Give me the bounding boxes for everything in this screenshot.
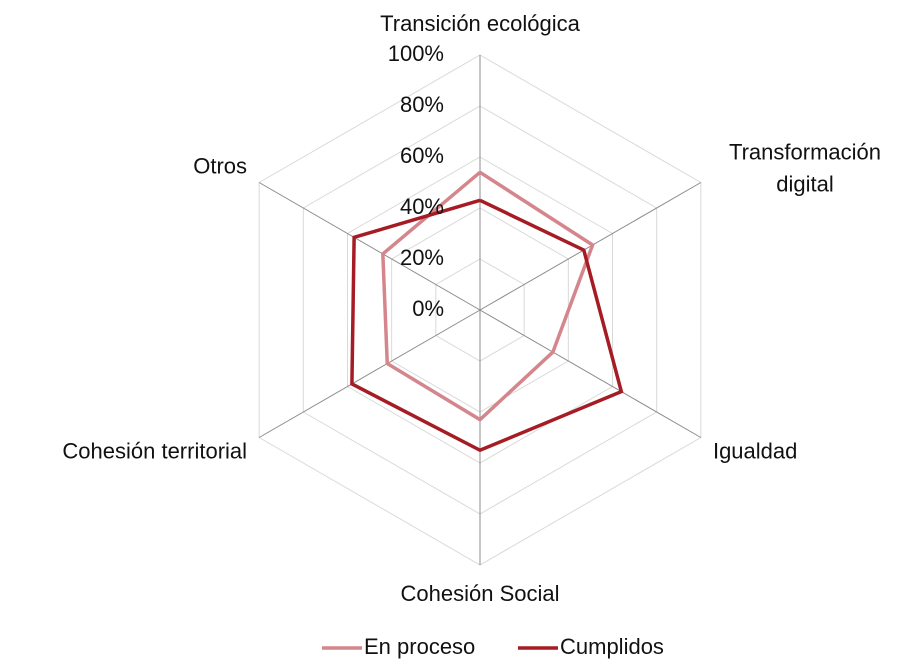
- spoke: [479, 309, 702, 438]
- legend-label: Cumplidos: [560, 634, 664, 659]
- category-label: Transición ecológica: [380, 11, 580, 36]
- category-label: Transformación digital: [729, 139, 881, 196]
- legend-label: En proceso: [364, 634, 475, 659]
- category-label: Otros: [193, 153, 247, 178]
- series-line: [381, 170, 595, 422]
- tick-label: 20%: [400, 245, 444, 270]
- category-label-line: Transformación: [729, 139, 881, 164]
- tick-label: 0%: [412, 296, 444, 321]
- spoke: [258, 309, 481, 438]
- category-label: Igualdad: [713, 438, 797, 463]
- tick-label: 80%: [400, 92, 444, 117]
- series-line: [350, 198, 624, 453]
- category-label-line: digital: [776, 171, 833, 196]
- category-label: Cohesión territorial: [62, 438, 247, 463]
- tick-label: 60%: [400, 143, 444, 168]
- category-label: Cohesión Social: [401, 581, 560, 606]
- spoke: [258, 182, 481, 311]
- tick-label: 40%: [400, 194, 444, 219]
- tick-label: 100%: [388, 41, 444, 66]
